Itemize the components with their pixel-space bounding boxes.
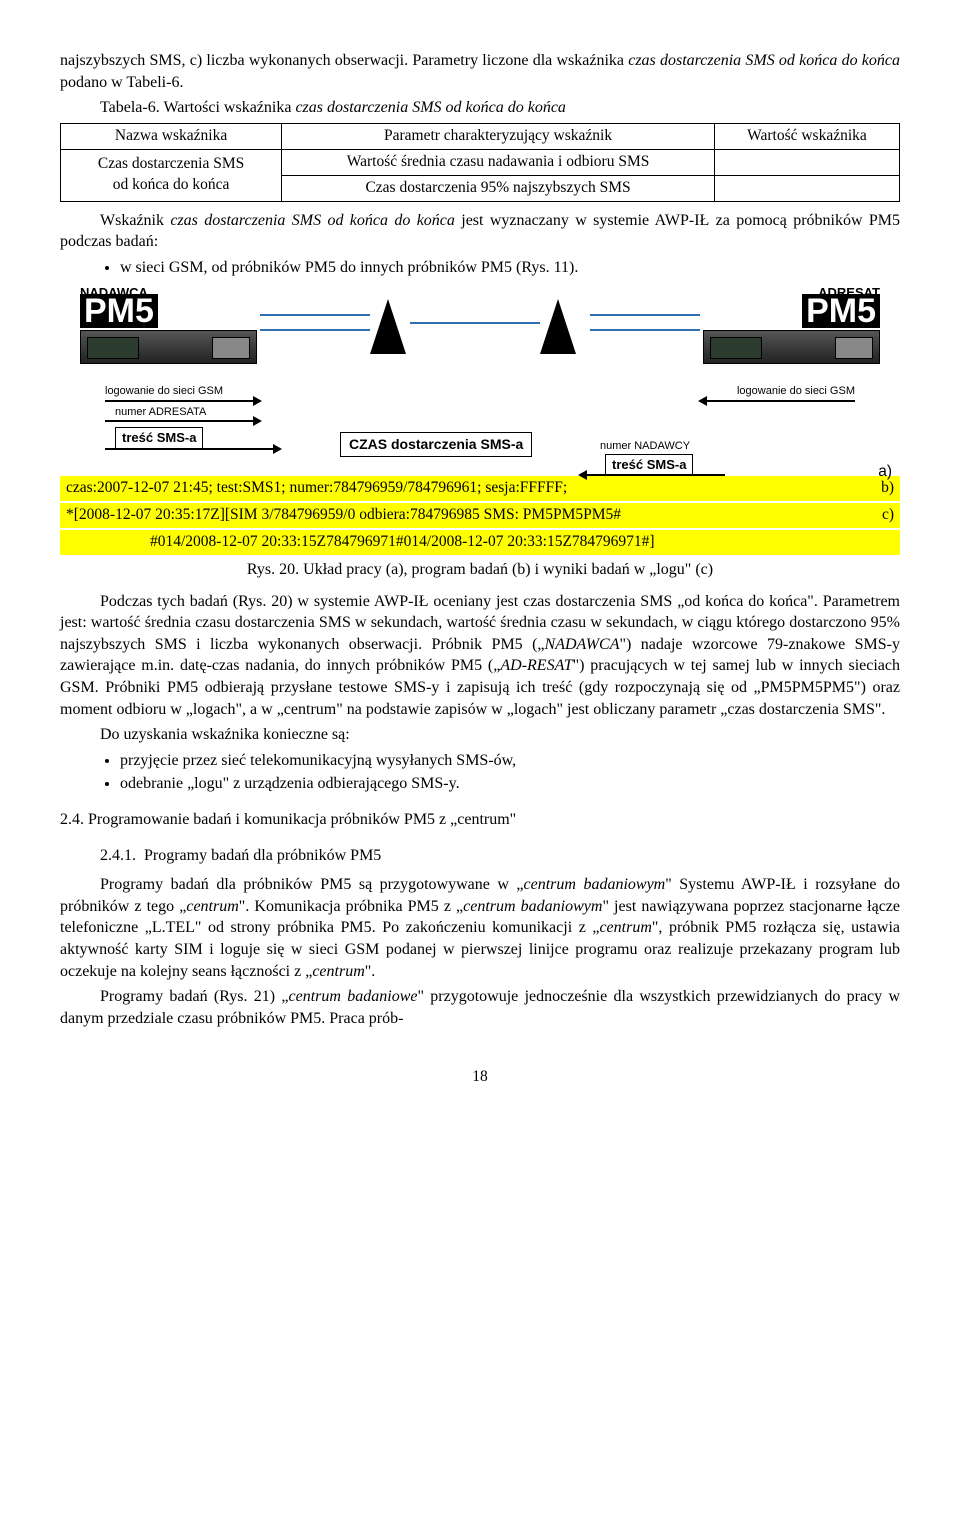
italic-text: centrum [312,963,364,980]
pm5-label: PM5 [80,294,158,328]
receiver-block: ADRESAT PM5 [700,284,880,364]
label-box: treść SMS-a [115,427,203,449]
log-text: czas:2007-12-07 21:45; test:SMS1; numer:… [66,478,873,499]
arrow [700,400,855,402]
device-icon [703,330,880,364]
text: Tabela-6. Wartości wskaźnika [100,99,295,116]
parameters-table: Nazwa wskaźnika Parametr charakteryzując… [60,123,900,202]
italic-text: czas dostarczenia SMS od końca do końca [295,99,565,116]
section-title: Programowanie badań i komunikacja próbni… [88,811,516,828]
italic-text: NADAWCA [545,636,620,653]
page-number: 18 [60,1067,900,1088]
italic-text: centrum badaniowym [463,898,602,915]
text: Czas dostarczenia SMS [98,155,244,172]
signal-line [260,314,370,316]
signal-line [590,329,700,331]
tag-c: c) [882,505,894,526]
list-item: odebranie „logu" z urządzenia odbierając… [120,773,900,795]
tower-icon [370,299,406,354]
italic-text: czas dostarczenia SMS od końca do końca [170,212,455,229]
arrow [105,400,260,402]
czas-box: CZAS dostarczenia SMS-a [340,432,532,457]
th-name: Nazwa wskaźnika [61,123,282,149]
paragraph: Podczas tych badań (Rys. 20) w systemie … [60,591,900,721]
cell-name: Czas dostarczenia SMS od końca do końca [61,149,282,201]
signal-line [410,322,540,324]
italic-text: centrum [599,919,651,936]
label: logowanie do sieci GSM [105,384,223,399]
signal-line [590,314,700,316]
arrow [105,448,280,450]
text: Programy badań (Rys. 21) „ [100,988,289,1005]
subsection-number: 2.4.1. [100,847,136,864]
label: numer NADAWCY [600,439,690,454]
bullet-list: w sieci GSM, od próbników PM5 do innych … [120,257,900,279]
highlight-row-b: czas:2007-12-07 21:45; test:SMS1; numer:… [60,476,900,501]
cell-value-empty [714,175,899,201]
text: od końca do końca [113,176,230,193]
sender-block: NADAWCA PM5 [80,284,260,364]
tag-a: a) [878,462,892,483]
text: najszybszych SMS, c) liczba wykonanych o… [60,52,628,69]
italic-text: centrum badaniowe [289,988,418,1005]
paragraph: Do uzyskania wskaźnika konieczne są: [60,724,900,746]
italic-text: centrum [186,898,238,915]
subsection-heading: 2.4.1. Programy badań dla próbników PM5 [100,845,900,867]
cell-param: Czas dostarczenia 95% najszybszych SMS [282,175,715,201]
italic-text: centrum badaniowym [524,876,666,893]
arrow [580,474,725,476]
highlight-row-c: *[2008-12-07 20:35:17Z][SIM 3/784796959/… [60,503,900,528]
subsection-title: Programy badań dla próbników PM5 [144,847,381,864]
table-caption: Tabela-6. Wartości wskaźnika czas dostar… [60,97,900,119]
italic-text: AD-RESAT [500,657,572,674]
text: ". [365,963,376,980]
arrow [105,420,260,422]
text: Programy badań dla próbników PM5 są przy… [100,876,524,893]
cell-value-empty [714,149,899,175]
signal-line [260,329,370,331]
italic-text: czas dostarczenia SMS od końca do końca [628,52,900,69]
section-heading: 2.4. Programowanie badań i komunikacja p… [60,809,900,831]
th-value: Wartość wskaźnika [714,123,899,149]
list-item: w sieci GSM, od próbników PM5 do innych … [120,257,900,279]
paragraph: Programy badań (Rys. 21) „centrum badani… [60,986,900,1029]
pm5-label: PM5 [802,294,880,328]
text: podano w Tabeli-6. [60,74,183,91]
log-text: *[2008-12-07 20:35:17Z][SIM 3/784796959/… [66,505,874,526]
text: ". Komunikacja próbnika PM5 z „ [239,898,463,915]
device-icon [80,330,257,364]
highlight-row-c2: #014/2008-12-07 20:33:15Z784796971#014/2… [60,530,900,555]
tower-icon [540,299,576,354]
section-number: 2.4. [60,811,84,828]
cell-param: Wartość średnia czasu nadawania i odbior… [282,149,715,175]
diagram: NADAWCA PM5 ADRESAT PM5 logowanie do sie… [70,284,890,474]
label: logowanie do sieci GSM [737,384,855,399]
paragraph: Programy badań dla próbników PM5 są przy… [60,874,900,982]
list-item: przyjęcie przez sieć telekomunikacyjną w… [120,750,900,772]
bullet-list: przyjęcie przez sieć telekomunikacyjną w… [120,750,900,795]
label-box: treść SMS-a [605,454,693,476]
log-text: #014/2008-12-07 20:33:15Z784796971#014/2… [150,532,894,553]
figure-caption: Rys. 20. Układ pracy (a), program badań … [60,559,900,581]
intro-paragraph: najszybszych SMS, c) liczba wykonanych o… [60,50,900,93]
text: Wskaźnik [100,212,170,229]
paragraph: Wskaźnik czas dostarczenia SMS od końca … [60,210,900,253]
label: numer ADRESATA [115,405,206,420]
th-param: Parametr charakteryzujący wskaźnik [282,123,715,149]
